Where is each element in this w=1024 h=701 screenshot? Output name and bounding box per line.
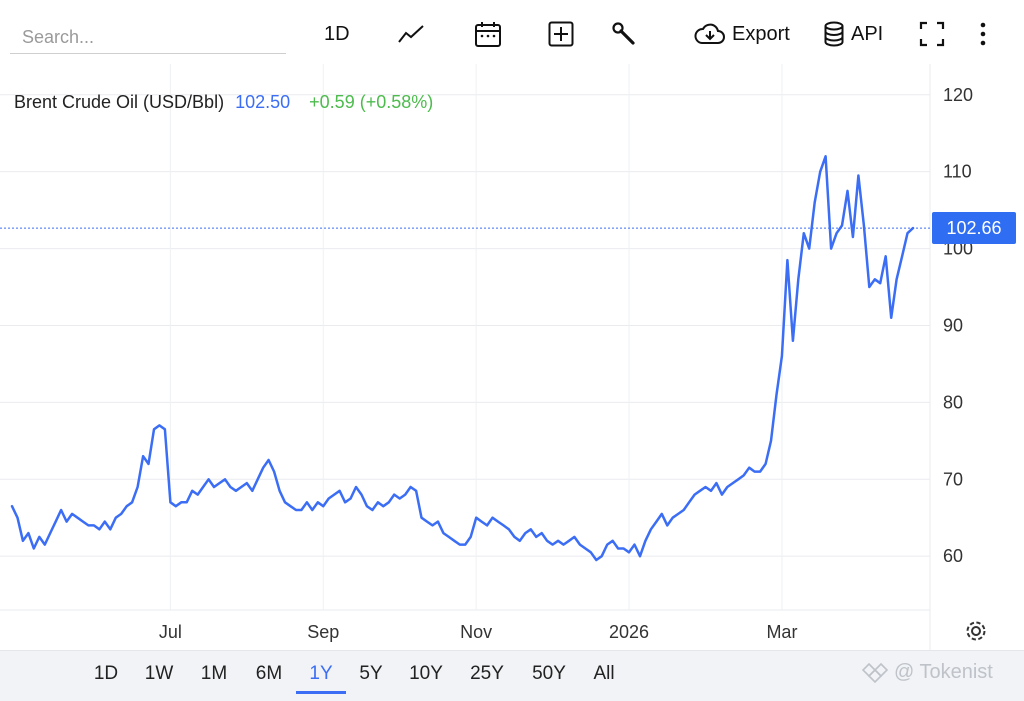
interval-button[interactable]: 1D (324, 16, 350, 52)
tokenist-logo-icon (862, 662, 888, 683)
x-tick-label: Nov (460, 622, 492, 642)
watermark-text: @ Tokenist (894, 661, 993, 683)
range-1d[interactable]: 1D (93, 663, 119, 684)
range-all[interactable]: All (593, 663, 615, 684)
plus-box-icon (548, 21, 574, 47)
settings-tools-button[interactable] (611, 16, 637, 52)
cloud-download-icon (694, 23, 725, 44)
y-tick-label: 90 (943, 315, 963, 335)
calendar-icon (475, 22, 501, 47)
x-tick-label: Sep (307, 622, 339, 642)
line-chart-icon (398, 25, 424, 43)
range-25y[interactable]: 25Y (470, 663, 504, 684)
gear-icon (966, 621, 986, 641)
export-label: Export (732, 22, 790, 45)
wrench-icon (612, 22, 635, 45)
current-price-tag: 102.66 (932, 212, 1016, 245)
range-50y[interactable]: 50Y (532, 663, 566, 684)
range-6m[interactable]: 6M (255, 663, 283, 684)
y-tick-label: 80 (943, 392, 963, 412)
toolbar: 1D Export (0, 0, 1024, 64)
legend-change: +0.59 (+0.58%) (309, 92, 434, 112)
x-tick-label: Jul (159, 622, 182, 642)
fullscreen-button[interactable] (918, 16, 946, 52)
range-5y[interactable]: 5Y (359, 663, 383, 684)
range-1m[interactable]: 1M (200, 663, 228, 684)
api-button[interactable]: API (823, 16, 883, 52)
database-icon (824, 21, 844, 47)
x-axis-ticks: Jul Sep Nov 2026 Mar (159, 622, 798, 642)
y-tick-label: 110 (943, 162, 972, 182)
series-line-brent (10, 155, 915, 562)
more-options-button[interactable] (978, 16, 988, 52)
chart-type-button[interactable] (397, 16, 425, 52)
range-1y[interactable]: 1Y (296, 663, 346, 694)
range-selector: 1D 1W 1M 6M 1Y 5Y 10Y 25Y 50Y All (0, 650, 1024, 701)
x-tick-label: Mar (766, 622, 797, 642)
legend-price: 102.50 (235, 92, 291, 112)
y-tick-label: 120 (943, 85, 973, 105)
interval-label: 1D (324, 22, 350, 45)
watermark: @ Tokenist (862, 661, 993, 684)
x-tick-label: 2026 (609, 622, 649, 642)
search-input[interactable] (10, 22, 286, 54)
export-button[interactable]: Export (694, 16, 790, 52)
y-tick-label: 70 (943, 469, 963, 489)
y-tick-label: 60 (943, 546, 963, 566)
chart-settings-button[interactable] (963, 618, 989, 649)
range-1w[interactable]: 1W (144, 663, 174, 684)
chart-legend: Brent Crude Oil (USD/Bbl) 102.50 +0.59 (… (14, 92, 433, 113)
fullscreen-icon (919, 21, 945, 47)
more-vertical-icon (980, 22, 986, 46)
legend-series-name: Brent Crude Oil (USD/Bbl) (14, 92, 225, 112)
compare-button[interactable] (548, 16, 574, 52)
api-label: API (851, 22, 884, 45)
date-range-button[interactable] (474, 16, 502, 52)
range-10y[interactable]: 10Y (409, 663, 443, 684)
chart-grid (0, 64, 931, 650)
